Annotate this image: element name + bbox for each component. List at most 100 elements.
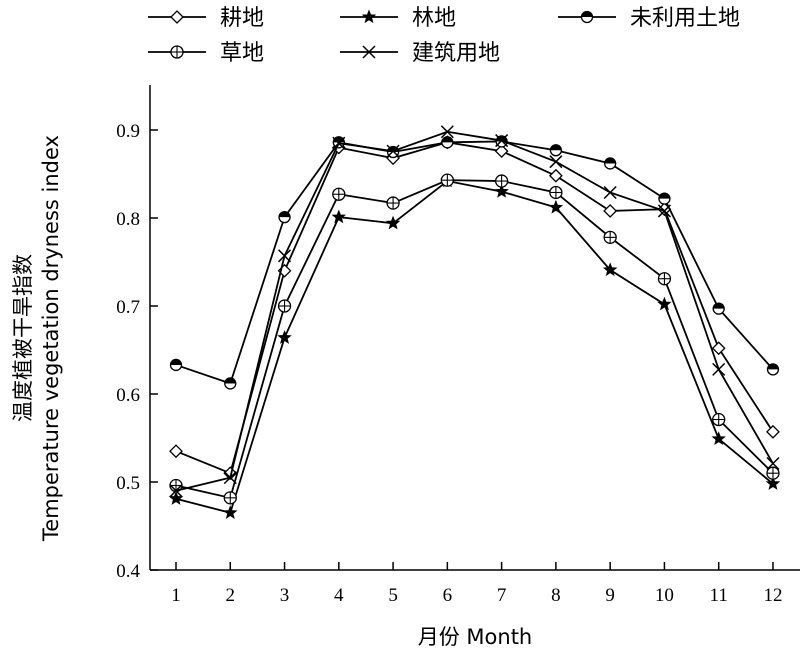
data-point [440, 173, 455, 187]
data-point [658, 192, 671, 205]
x-tick-label: 10 [655, 585, 674, 606]
data-point [603, 204, 618, 218]
series-line [175, 140, 774, 385]
y-tick-label: 0.9 [116, 121, 140, 142]
data-point [223, 466, 238, 481]
data-point [766, 424, 780, 439]
data-point [494, 174, 509, 188]
data-point [277, 299, 292, 313]
data-point [168, 491, 184, 505]
legend-label: 未利用土地 [630, 6, 740, 31]
data-point [224, 377, 237, 390]
legend-label: 耕地 [220, 6, 264, 31]
x-tick-label: 8 [551, 585, 561, 606]
y-tick-label: 0.6 [116, 385, 140, 406]
legend-marker [362, 45, 376, 59]
y-tick-label: 0.4 [116, 561, 140, 582]
data-point [711, 431, 726, 446]
legend-marker [170, 10, 184, 24]
x-axis-title: 月份 Month [418, 625, 533, 649]
data-point [549, 155, 563, 169]
y-tick-label: 0.7 [116, 297, 140, 318]
data-point [657, 296, 672, 311]
x-tick-label: 1 [171, 585, 181, 606]
data-point [169, 444, 183, 459]
y-ticks: 0.4 0.5 0.6 0.7 0.8 0.9 [116, 121, 158, 582]
data-point [332, 136, 346, 150]
data-point [494, 144, 509, 159]
series-group [168, 125, 781, 519]
y-tick-label: 0.5 [116, 473, 140, 494]
x-tick-label: 11 [710, 585, 728, 606]
x-tick-label: 3 [280, 585, 290, 606]
data-point [169, 484, 183, 498]
data-point [223, 505, 238, 519]
y-axis-title-en: Temperature vegetation dryness index [39, 135, 63, 542]
data-point [386, 144, 400, 158]
data-point [657, 204, 671, 218]
legend-marker [361, 9, 377, 24]
legend-item: 建筑用地 [340, 41, 500, 66]
x-tick-label: 4 [334, 585, 344, 606]
legend-item: 草地 [148, 41, 264, 66]
data-point [711, 341, 726, 356]
data-point [657, 272, 672, 286]
series-2 [168, 173, 781, 519]
x-tick-label: 7 [497, 585, 507, 606]
series-1 [169, 135, 780, 481]
data-point [548, 168, 563, 183]
data-point [766, 456, 780, 471]
data-point [223, 491, 237, 505]
data-point [386, 196, 400, 210]
data-point [602, 262, 618, 277]
data-point [277, 330, 292, 344]
data-point [712, 302, 725, 315]
data-point [712, 412, 726, 427]
data-point [223, 471, 237, 485]
x-tick-label: 2 [226, 585, 236, 606]
data-point [169, 358, 183, 372]
series-line [175, 179, 774, 499]
series-line [175, 130, 774, 492]
data-point [549, 144, 563, 157]
legend-item: 林地 [340, 6, 456, 31]
x-tick-label: 12 [763, 585, 782, 606]
x-ticks: 1 2 3 4 5 6 7 8 9 10 11 12 [171, 562, 782, 606]
x-tick-label: 9 [605, 585, 615, 606]
data-point [603, 185, 617, 200]
data-point [278, 249, 292, 263]
series-5 [169, 125, 780, 498]
data-point [494, 183, 509, 198]
data-point [765, 476, 781, 490]
legend-marker [170, 45, 184, 59]
x-tick-label: 5 [388, 585, 398, 606]
data-point [766, 363, 780, 376]
data-point [440, 125, 454, 139]
data-point [385, 215, 401, 230]
data-point [441, 136, 454, 149]
legend-label: 草地 [220, 41, 264, 66]
y-axis-title-cn: 温度植被干旱指数 [11, 254, 35, 422]
series-line [175, 180, 774, 514]
series-4 [169, 173, 780, 505]
x-tick-label: 6 [443, 585, 453, 606]
y-tick-label: 0.8 [116, 209, 140, 230]
data-point [549, 185, 563, 200]
legend-item: 耕地 [148, 6, 264, 31]
data-point [548, 199, 564, 214]
data-point [766, 466, 780, 480]
data-point [495, 134, 509, 148]
series-line [175, 141, 774, 475]
axes [149, 85, 800, 571]
data-point [604, 157, 617, 170]
legend-marker [580, 10, 594, 24]
data-point [331, 209, 347, 224]
legend-label: 林地 [412, 6, 456, 31]
data-point [712, 362, 726, 376]
legend-item: 未利用土地 [558, 6, 740, 31]
legend-label: 建筑用地 [412, 41, 500, 66]
data-point [278, 210, 291, 224]
data-point [603, 230, 617, 245]
